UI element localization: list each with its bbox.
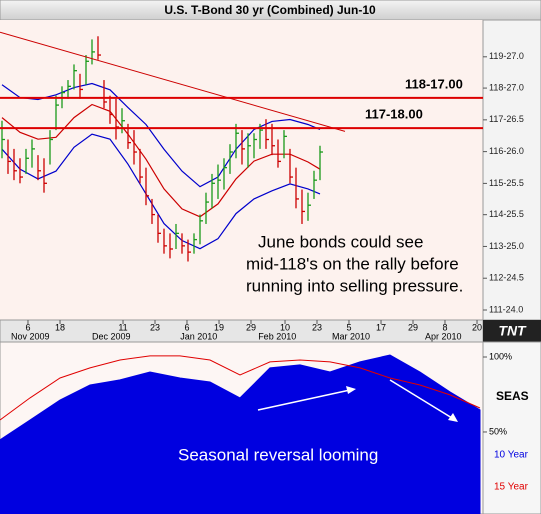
arrow-head — [346, 386, 356, 394]
logo-box — [483, 320, 541, 342]
x-tick-label: 23 — [312, 322, 322, 332]
annotation: June bonds could see — [258, 232, 423, 251]
seasonal-axis — [482, 341, 541, 514]
y-tick-label: 115-25.5 — [489, 178, 524, 188]
month-label: Nov 2009 — [11, 331, 50, 341]
price-panel — [0, 20, 483, 320]
x-tick-label: 29 — [246, 322, 256, 332]
month-label: Jan 2010 — [180, 331, 217, 341]
price-axis — [482, 19, 541, 321]
level-label: 117-18.00 — [365, 107, 423, 122]
annotation: running into selling pressure. — [246, 276, 463, 295]
y-tick-label: 114-25.5 — [489, 209, 524, 219]
band-line — [1, 82, 321, 188]
x-tick-label: 17 — [376, 322, 386, 332]
month-label: Feb 2010 — [258, 331, 296, 341]
legend-entry: 10 Year — [494, 450, 529, 461]
x-tick-label: 11 — [118, 322, 127, 332]
x-tick-label: 6 — [25, 322, 30, 332]
band-line — [1, 133, 321, 250]
level-label: 118-17.00 — [405, 76, 463, 91]
logo: TNT — [498, 323, 527, 339]
line — [0, 355, 481, 421]
legend-entry: 15 Year — [494, 482, 529, 493]
month-label: Dec 2009 — [92, 331, 131, 341]
trendline — [0, 31, 346, 132]
y-tick-label: 111-24.0 — [489, 304, 523, 314]
y-tick-label: 119-27.0 — [489, 51, 524, 61]
arrow — [257, 389, 351, 411]
month-label: Apr 2010 — [425, 331, 462, 341]
y-tick-label: 100% — [489, 351, 512, 361]
annotation: mid-118's on the rally before — [246, 254, 459, 273]
x-tick-label: 23 — [150, 322, 160, 332]
x-tick-label: 10 — [280, 322, 290, 332]
x-tick-label: 19 — [214, 322, 224, 332]
x-tick-label: 5 — [346, 322, 351, 332]
x-tick-label: 6 — [184, 322, 189, 332]
x-tick-label: 20 — [472, 322, 482, 332]
arrow-head — [448, 413, 458, 422]
x-tick-label: 18 — [55, 322, 65, 332]
y-tick-label: 116-26.0 — [489, 146, 524, 156]
x-tick-label: 29 — [408, 322, 418, 332]
y-tick-label: 112-24.5 — [489, 273, 524, 283]
y-tick-label: 113-25.0 — [489, 241, 524, 251]
panel-title: SEAS — [496, 389, 529, 403]
annotation: Seasonal reversal looming — [178, 445, 378, 464]
y-tick-label: 50% — [489, 426, 507, 436]
y-tick-label: 118-27.0 — [489, 82, 524, 92]
arrow — [389, 379, 453, 419]
x-tick-label: 8 — [442, 322, 447, 332]
area — [0, 354, 481, 514]
month-label: Mar 2010 — [332, 331, 370, 341]
y-tick-label: 117-26.5 — [489, 114, 524, 124]
chart-title: U.S. T-Bond 30 yr (Combined) Jun-10 — [164, 3, 376, 17]
